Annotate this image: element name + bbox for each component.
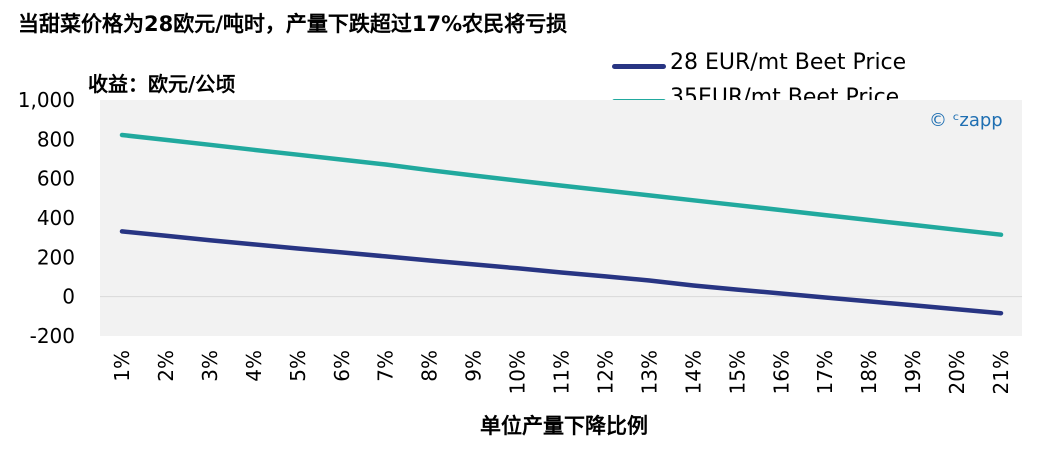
x-tick-label: 14% <box>681 350 705 394</box>
y-tick-label: 400 <box>37 206 75 230</box>
x-tick-label: 2% <box>154 350 178 382</box>
chart-title: 当甜菜价格为28欧元/吨时，产量下跌超过17%农民将亏损 <box>18 12 568 36</box>
y-tick-label: -200 <box>30 324 75 348</box>
x-tick-label: 9% <box>462 350 486 382</box>
x-tick-label: 15% <box>725 350 749 394</box>
x-tick-label: 8% <box>418 350 442 382</box>
credit-watermark: © ᶜzapp <box>929 110 1003 131</box>
x-tick-label: 6% <box>330 350 354 382</box>
y-tick-label: 600 <box>37 167 75 191</box>
y-tick-label: 200 <box>37 245 75 269</box>
x-tick-label: 7% <box>374 350 398 382</box>
legend-swatch-28eur <box>612 64 666 69</box>
series-line-0 <box>119 229 1004 316</box>
x-tick-label: 17% <box>813 350 837 394</box>
x-tick-label: 12% <box>593 350 617 394</box>
x-tick-label: 19% <box>901 350 925 394</box>
x-axis: 1% 2% 3% 4% 5% 6% 7% 8% 9% 10% 11% 12% 13% 14% 15% 16% 1… <box>110 350 1013 394</box>
legend-label-28eur: 28 EUR/mt Beet Price <box>670 50 907 75</box>
x-tick-label: 11% <box>550 350 574 394</box>
y-tick-label: 800 <box>37 127 75 151</box>
x-tick-label: 13% <box>637 350 661 394</box>
x-tick-label: 21% <box>989 350 1013 394</box>
x-tick-label: 10% <box>506 350 530 394</box>
y-tick-label: 0 <box>62 285 75 309</box>
x-tick-label: 3% <box>198 350 222 382</box>
x-tick-label: 16% <box>769 350 793 394</box>
y-axis-label: 收益：欧元/公顷 <box>88 72 236 96</box>
x-tick-label: 5% <box>286 350 310 382</box>
x-axis-label: 单位产量下降比例 <box>480 414 648 438</box>
series-lines <box>119 132 1004 316</box>
x-tick-label: 1% <box>110 350 134 382</box>
y-axis: 1,000 800 600 400 200 0 -200 <box>18 88 75 348</box>
y-tick-label: 1,000 <box>18 88 75 112</box>
x-tick-label: 18% <box>857 350 881 394</box>
series-line-1 <box>119 132 1004 237</box>
x-tick-label: 4% <box>242 350 266 382</box>
x-tick-label: 20% <box>945 350 969 394</box>
